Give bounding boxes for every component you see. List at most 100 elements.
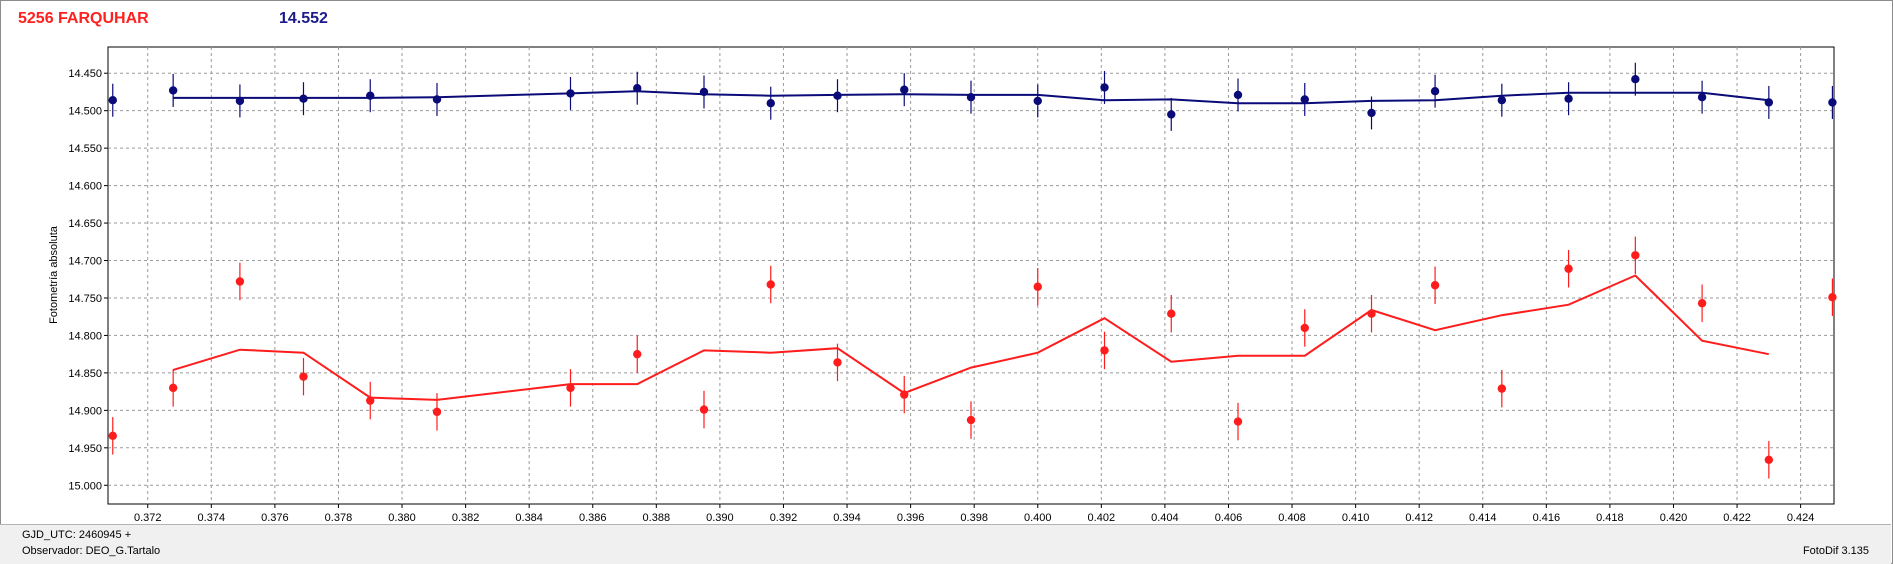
x-tick-label: 0.390 — [706, 512, 734, 524]
data-point-series-1 — [1631, 75, 1640, 84]
data-point-series-1 — [1764, 98, 1774, 107]
data-point-series-2 — [1697, 299, 1707, 308]
data-point-series-1 — [168, 86, 178, 95]
y-tick-label: 14.850 — [68, 368, 102, 380]
data-point-series-2 — [566, 383, 575, 393]
status-footer: GJD_UTC: 2460945 + Observador: DEO_G.Tar… — [0, 524, 1891, 564]
data-point-series-2 — [699, 405, 709, 414]
y-tick-label: 14.700 — [68, 256, 102, 268]
fit-line-2 — [172, 274, 1769, 401]
fit-line-1 — [173, 90, 1769, 105]
data-point-series-1 — [633, 84, 642, 93]
y-tick-label: 14.550 — [68, 143, 102, 155]
x-tick-label: 0.424 — [1787, 512, 1815, 524]
data-point-series-2 — [1430, 281, 1440, 290]
x-tick-label: 0.372 — [134, 512, 162, 524]
data-point-series-2 — [235, 277, 245, 286]
data-point-series-1 — [1100, 83, 1109, 92]
gjd-label: GJD_UTC: 2460945 + — [22, 529, 132, 541]
y-tick-label: 14.450 — [68, 68, 102, 80]
x-tick-label: 0.412 — [1405, 512, 1433, 524]
y-tick-label: 14.500 — [68, 106, 102, 118]
data-point-series-1 — [1367, 108, 1376, 118]
data-point-series-1 — [1033, 96, 1042, 106]
data-point-series-1 — [235, 96, 245, 106]
x-tick-label: 0.386 — [579, 512, 607, 524]
x-tick-label: 0.422 — [1723, 512, 1751, 524]
data-point-series-2 — [1233, 417, 1243, 426]
data-point-series-2 — [1167, 309, 1176, 318]
data-point-series-2 — [1564, 264, 1573, 273]
x-tick-label: 0.408 — [1278, 512, 1306, 524]
photometry-chart[interactable]: 14.450 14.500 14.550 14.600 14.650 14.700 14.7… — [0, 0, 1893, 524]
y-tick-label: 14.950 — [68, 443, 102, 455]
y-tick-label: 14.900 — [68, 405, 102, 417]
observer-label: Observador: DEO_G.Tartalo — [22, 545, 161, 557]
data-point-series-2 — [1300, 323, 1309, 333]
data-point-series-2 — [1631, 251, 1640, 260]
x-tick-label: 0.382 — [452, 512, 480, 524]
data-point-series-1 — [1167, 110, 1176, 119]
x-tick-label: 0.400 — [1024, 512, 1052, 524]
data-point-series-2 — [1367, 309, 1376, 318]
x-tick-label: 0.410 — [1342, 512, 1370, 524]
x-tick-label: 0.378 — [325, 512, 353, 524]
x-tick-label: 0.416 — [1533, 512, 1561, 524]
data-point-series-1 — [966, 92, 976, 102]
data-point-series-1 — [366, 91, 375, 100]
x-tick-label: 0.414 — [1469, 512, 1497, 524]
data-point-series-2 — [366, 396, 375, 405]
x-tick-label: 0.396 — [897, 512, 925, 524]
y-tick-label: 14.800 — [68, 330, 102, 342]
x-tick-label: 0.398 — [960, 512, 988, 524]
grid-lines — [108, 47, 1834, 504]
y-tick-label: 14.750 — [68, 293, 102, 305]
x-tick-label: 0.392 — [770, 512, 798, 524]
x-tick-label: 0.380 — [388, 512, 416, 524]
data-point-series-1 — [1828, 98, 1837, 107]
x-tick-label: 0.420 — [1660, 512, 1688, 524]
x-tick-label: 0.376 — [261, 512, 289, 524]
y-axis-ticks: 14.450 14.500 14.550 14.600 14.650 14.700 14.7… — [68, 68, 108, 492]
y-tick-label: 14.650 — [68, 218, 102, 230]
x-axis-ticks: 0.372 0.374 0.376 0.378 0.380 0.382 0.384 0.386… — [134, 504, 1814, 524]
data-point-series-2 — [432, 407, 442, 417]
x-tick-label: 0.388 — [643, 512, 671, 524]
x-tick-label: 0.418 — [1596, 512, 1624, 524]
data-point-series-2 — [1033, 282, 1042, 291]
version-label: FotoDif 3.135 — [1802, 545, 1869, 557]
data-point-series-2 — [766, 280, 775, 289]
data-point-series-1 — [299, 94, 308, 103]
data-point-series-1 — [1564, 94, 1573, 103]
data-point-series-2 — [1764, 455, 1774, 464]
y-tick-label: 14.600 — [68, 181, 102, 193]
x-tick-label: 0.404 — [1151, 512, 1179, 524]
mean-magnitude: 14.552 — [279, 10, 328, 27]
y-axis-label: Fotometría absoluta — [48, 225, 60, 324]
x-tick-label: 0.406 — [1215, 512, 1243, 524]
data-point-series-2 — [966, 415, 976, 425]
data-point-series-2 — [900, 390, 909, 399]
x-tick-label: 0.374 — [198, 512, 226, 524]
data-point-series-1 — [833, 91, 842, 100]
data-point-series-1 — [1697, 92, 1707, 102]
x-tick-label: 0.394 — [833, 512, 861, 524]
data-point-series-1 — [432, 95, 442, 104]
data-point-series-2 — [108, 431, 117, 441]
data-point-series-1 — [699, 87, 709, 97]
data-point-series-1 — [1233, 90, 1243, 100]
x-tick-label: 0.384 — [515, 512, 543, 524]
fit-lines — [172, 90, 1769, 401]
data-point-series-2 — [1100, 346, 1109, 355]
data-point-series-2 — [299, 372, 308, 381]
data-point-series-2 — [1497, 384, 1507, 393]
data-point-series-1 — [1430, 87, 1440, 96]
data-point-series-2 — [1828, 293, 1837, 302]
data-points — [108, 62, 1837, 479]
object-title: 5256 FARQUHAR — [18, 10, 149, 27]
data-point-series-1 — [108, 95, 117, 105]
data-point-series-1 — [1300, 95, 1309, 104]
data-point-series-1 — [1497, 95, 1507, 105]
y-tick-label: 15.000 — [68, 480, 102, 492]
data-point-series-1 — [900, 85, 909, 94]
